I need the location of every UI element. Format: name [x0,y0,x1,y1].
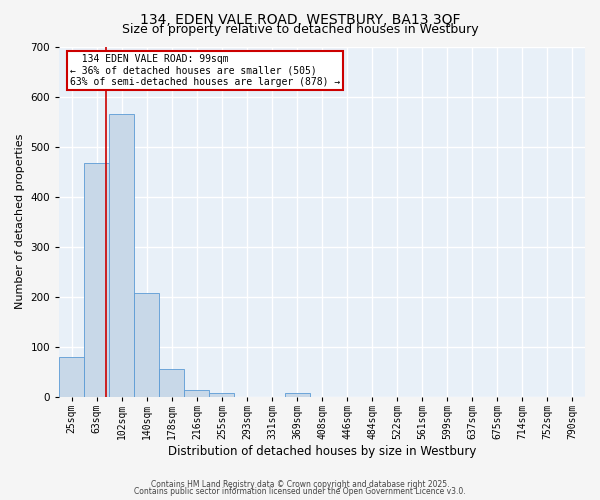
Bar [134,292,160,397]
Text: 134, EDEN VALE ROAD, WESTBURY, BA13 3QF: 134, EDEN VALE ROAD, WESTBURY, BA13 3QF [140,12,460,26]
Bar [209,393,235,397]
Text: Contains public sector information licensed under the Open Government Licence v3: Contains public sector information licen… [134,487,466,496]
Text: 134 EDEN VALE ROAD: 99sqm  
← 36% of detached houses are smaller (505)
63% of se: 134 EDEN VALE ROAD: 99sqm ← 36% of detac… [70,54,340,86]
Bar [59,356,84,397]
Y-axis label: Number of detached properties: Number of detached properties [15,134,25,310]
Bar [160,369,184,397]
Text: Contains HM Land Registry data © Crown copyright and database right 2025.: Contains HM Land Registry data © Crown c… [151,480,449,489]
Bar [109,114,134,397]
X-axis label: Distribution of detached houses by size in Westbury: Distribution of detached houses by size … [168,444,476,458]
Text: Size of property relative to detached houses in Westbury: Size of property relative to detached ho… [122,22,478,36]
Bar [84,163,109,397]
Bar [284,393,310,397]
Bar [184,390,209,397]
